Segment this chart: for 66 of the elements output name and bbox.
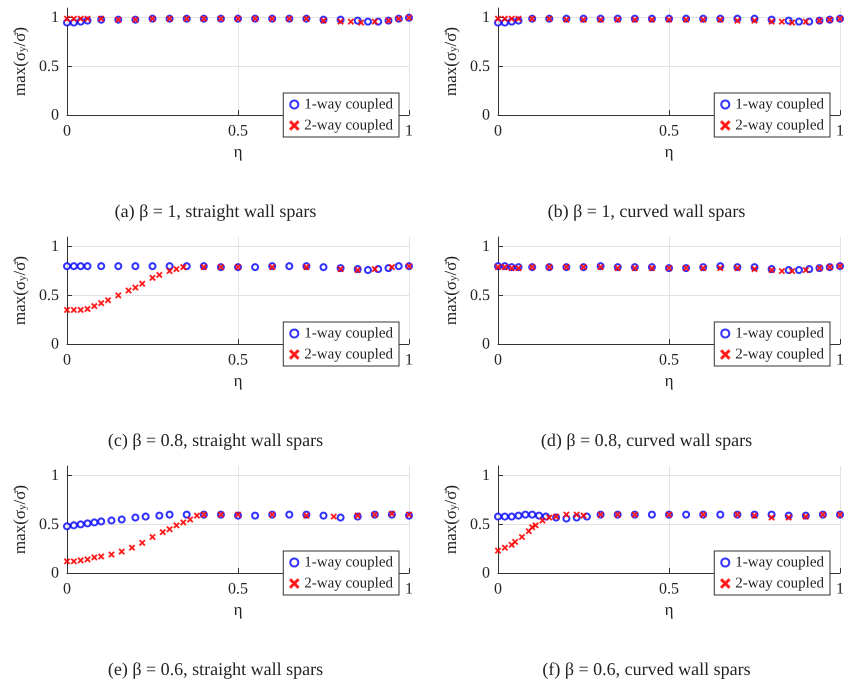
x-tick-label: 0.5 [228,352,248,368]
legend-label: 2-way coupled [304,118,394,134]
y-axis-title: max(σy/σ̄) [441,26,460,96]
x-tick-label: 0 [494,352,502,368]
x-tick-label: 1 [405,580,413,598]
legend-label: 1-way coupled [304,554,394,570]
legend-label: 2-way coupled [735,346,824,362]
x-axis-title: η [234,600,242,619]
y-tick-label: 1 [482,238,490,256]
legend-label: 1-way coupled [304,96,394,112]
y-tick-label: 1 [51,9,59,26]
y-axis-title: max(σy/σ̄) [10,26,30,96]
x-tick-label: 0 [494,122,502,140]
x-tick-label: 0.5 [659,580,679,598]
y-tick-label: 0.5 [470,516,490,533]
y-tick-label: 0.5 [39,516,59,533]
text: (d) β = 0.8, curved wall spars [540,430,752,450]
x-tick-label: 0.5 [228,580,248,598]
x-tick-label: 0 [494,580,502,598]
x-tick-label: 0.5 [228,122,248,140]
legend-label: 2-way coupled [735,118,824,134]
x-axis-title: η [664,371,674,390]
y-axis-title: max(σy/σ̄) [10,484,30,554]
x-axis-title: η [664,600,674,619]
y-axis-title: max(σy/σ̄) [10,256,30,326]
x-tick-label: 1 [836,580,844,598]
legend-label: 2-way coupled [735,576,824,592]
text: (c) β = 0.8, straight wall spars [108,430,324,450]
y-tick-label: 1 [482,9,490,26]
x-tick-label: 1 [836,122,844,140]
text: (f) β = 0.6, curved wall spars [542,659,751,679]
x-axis-title: η [234,371,242,390]
x-tick-label: 1 [405,352,413,368]
y-tick-label: 1 [51,467,59,484]
legend-label: 2-way coupled [304,576,394,592]
y-tick-label: 0 [51,106,59,124]
y-axis-title: max(σy/σ̄) [441,484,460,554]
y-tick-label: 0 [51,564,59,582]
legend-label: 1-way coupled [735,554,824,570]
legend-label: 1-way coupled [304,326,394,342]
y-tick-label: 0.5 [39,58,59,75]
y-tick-label: 0.5 [470,58,490,75]
y-tick-label: 0.5 [470,286,490,304]
x-axis-title: η [234,142,242,161]
x-tick-label: 0.5 [659,352,679,368]
y-tick-label: 0 [482,106,490,124]
x-tick-label: 0 [63,122,71,140]
text: (a) β = 1, straight wall spars [114,201,316,221]
y-tick-label: 1 [482,467,490,484]
x-axis-title: η [664,142,674,161]
x-tick-label: 1 [836,352,844,368]
x-tick-label: 0 [63,580,71,598]
x-tick-label: 0.5 [659,122,679,140]
text: (b) β = 1, curved wall spars [548,201,746,221]
y-tick-label: 0 [51,336,59,352]
legend-label: 1-way coupled [735,96,824,112]
legend-label: 2-way coupled [304,346,394,362]
x-tick-label: 1 [405,122,413,140]
text: (e) β = 0.6, straight wall spars [108,659,324,679]
y-tick-label: 0 [482,564,490,582]
legend-label: 1-way coupled [735,326,824,342]
y-axis-title: max(σy/σ̄) [441,256,460,326]
x-tick-label: 0 [63,352,71,368]
y-tick-label: 0.5 [39,286,59,304]
y-tick-label: 0 [482,336,490,352]
y-tick-label: 1 [51,238,59,256]
